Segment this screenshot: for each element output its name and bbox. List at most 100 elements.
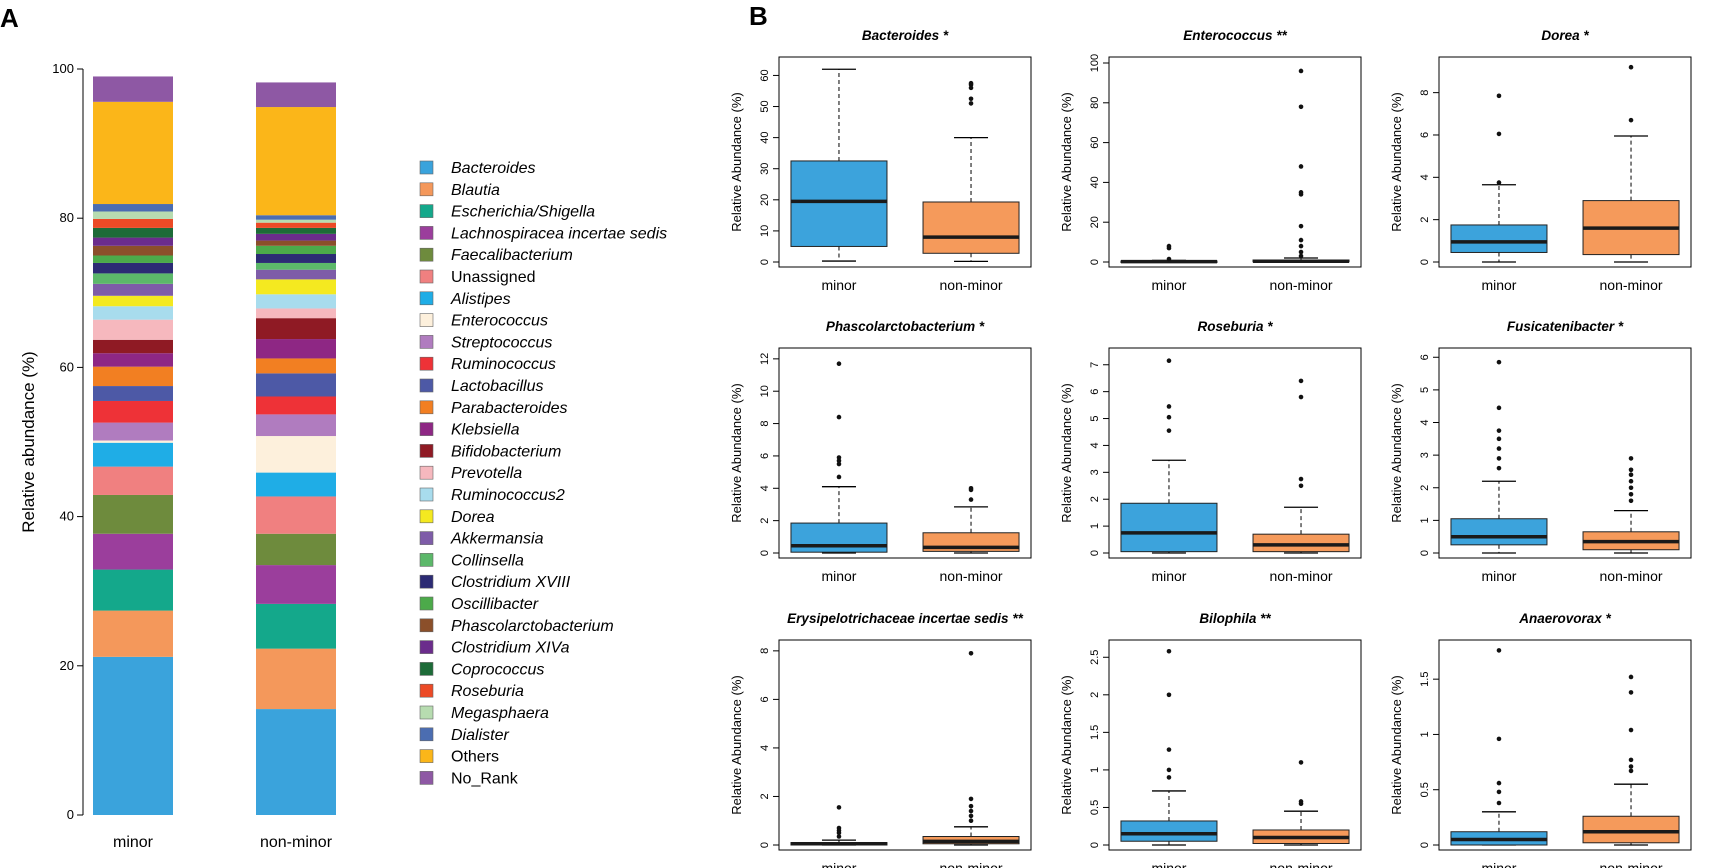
outlier-point [1166, 747, 1172, 752]
y-axis-label: Relative Abundance (%) [729, 92, 744, 231]
legend-item: Others [419, 749, 499, 766]
box-iqr [1582, 815, 1680, 844]
outlier-point [1298, 104, 1304, 110]
legend-label: Roseburia [451, 683, 524, 700]
legend-item: Alistipes [419, 291, 511, 308]
y-tick-label: 100 [52, 61, 74, 76]
bar-segment [256, 565, 336, 604]
x-tick-label: non-minor [940, 568, 1003, 584]
y-tick-label: 0 [67, 807, 74, 822]
x-tick-label: minor [1151, 277, 1186, 293]
box-plot-title-name: Dorea [1541, 28, 1580, 43]
legend-item: Akkermansia [419, 531, 544, 548]
legend-label: Bifidobacterium [451, 443, 561, 460]
box-plot-fusicatenibacter: Fusicatenibacter * 0 1 2 3 4 5 6 Relative Abunda… [1389, 319, 1692, 584]
bar-segment [93, 353, 173, 367]
legend-swatch [419, 683, 434, 698]
legend-label: Unassigned [451, 269, 536, 286]
outlier-point [836, 458, 842, 464]
plot-frame [1438, 56, 1692, 268]
box-plot-erysipelotrichaceae-incertae-sedis: Erysipelotrichaceae incertae sedis ** 0 2 4… [729, 611, 1032, 868]
box-non-minor: non-minor [1252, 68, 1350, 293]
legend-swatch [419, 400, 434, 415]
y-tick-label: 0 [1089, 550, 1101, 556]
box-non-minor: non-minor [1582, 64, 1680, 293]
legend-swatch [419, 618, 434, 633]
bar-segment [256, 227, 336, 234]
bar-segment [93, 76, 173, 102]
y-tick-label: 30 [759, 163, 771, 175]
outlier-point [1496, 436, 1502, 442]
legend-label: Clostridium XIVa [451, 640, 570, 657]
outlier-point [1628, 472, 1634, 478]
bar-segment [256, 308, 336, 319]
bar-segment [256, 82, 336, 108]
x-tick-label: minor [1481, 860, 1516, 868]
y-tick-label: 2 [759, 793, 771, 799]
bar-segment [256, 373, 336, 397]
bar-segment [256, 107, 336, 216]
x-tick-label: minor [1481, 568, 1516, 584]
legend-label: Dorea [451, 509, 495, 526]
y-tick-label: 20 [759, 194, 771, 206]
legend-item: No_Rank [419, 770, 519, 787]
y-tick-label: 1.5 [1089, 725, 1101, 740]
box-minor: minor [790, 361, 888, 584]
y-axis-label: Relative Abundance (%) [729, 383, 744, 522]
box-plot-title: Dorea * [1541, 28, 1589, 43]
bar-segment [256, 603, 336, 649]
legend-label: Ruminococcus2 [451, 487, 565, 504]
legend-label: Ruminococcus [451, 356, 556, 373]
y-tick-label: 2.5 [1089, 650, 1101, 665]
outlier-point [1298, 483, 1304, 489]
bar-segment [93, 227, 173, 238]
y-tick-label: 1 [1419, 731, 1431, 737]
significance-stars: ** [1012, 611, 1023, 626]
legend-swatch [419, 335, 434, 349]
outlier-point [1496, 428, 1502, 433]
y-tick-label: 0 [759, 550, 771, 556]
outlier-point [1496, 405, 1502, 411]
legend-swatch [419, 356, 434, 371]
y-tick-label: 4 [1419, 419, 1431, 425]
box-iqr [790, 522, 888, 553]
x-tick-label: minor [1151, 860, 1186, 868]
y-tick-label: 2 [1419, 217, 1431, 223]
bar-segment [93, 295, 173, 307]
bar-segment [93, 466, 173, 495]
legend-item: Lachnospiracea incertae sedis [419, 225, 667, 242]
plot-frame [1108, 56, 1362, 268]
legend-label: Akkermansia [450, 531, 544, 548]
box-non-minor: non-minor [922, 80, 1020, 293]
outlier-point [1166, 692, 1172, 698]
box-plot-enterococcus: Enterococcus ** 0 20 40 60 80 100 Relative Abun… [1059, 28, 1362, 293]
outlier-point [836, 455, 842, 460]
outlier-point [836, 361, 842, 367]
legend-item: Parabacteroides [419, 400, 568, 417]
legend-swatch [419, 727, 434, 742]
legend-swatch [419, 487, 434, 502]
legend-item: Phascolarctobacterium [419, 618, 614, 635]
x-tick-label: minor [821, 860, 856, 868]
box-iqr [922, 201, 1020, 254]
bar-segment [256, 496, 336, 534]
legend-swatch [419, 422, 434, 436]
x-tick-label: minor [113, 834, 154, 851]
panel-a-letter: A [0, 3, 19, 33]
y-axis-label: Relative Abundance (%) [1059, 675, 1074, 814]
box-non-minor: non-minor [1582, 674, 1680, 868]
outlier-point [968, 650, 974, 656]
legend-label: Clostridium XVIII [451, 574, 571, 591]
bar-segment [256, 279, 336, 295]
outlier-point [968, 818, 974, 824]
outlier-point [1628, 456, 1634, 461]
legend-item: Escherichia/Shigella [419, 204, 595, 221]
box-plot-title-name: Fusicatenibacter [1507, 319, 1615, 334]
x-tick-label: minor [821, 568, 856, 584]
legend-swatch [419, 596, 434, 611]
outlier-point [1496, 465, 1502, 471]
significance-stars: * [1606, 611, 1612, 626]
y-tick-label: 3 [1419, 452, 1431, 458]
y-tick-label: 5 [1419, 387, 1431, 393]
outlier-point [1496, 93, 1502, 99]
